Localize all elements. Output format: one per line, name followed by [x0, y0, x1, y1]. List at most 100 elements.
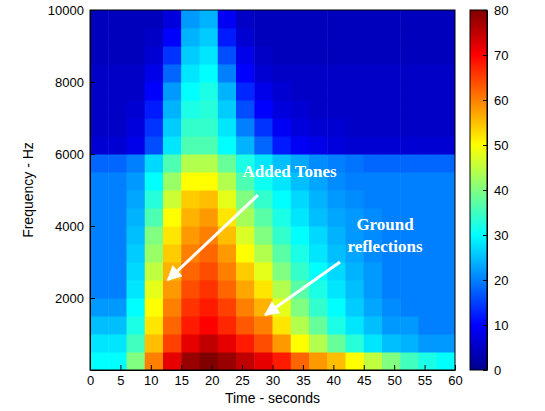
cell: [127, 28, 146, 47]
colorbar-tick-label: 70: [494, 48, 508, 63]
cell: [327, 298, 346, 317]
cell: [273, 46, 292, 65]
cell: [127, 280, 146, 299]
cell: [291, 334, 310, 353]
cell: [181, 352, 200, 370]
cell: [346, 172, 365, 191]
cell: [437, 226, 455, 245]
cell: [346, 280, 365, 299]
cell: [291, 46, 310, 65]
cell: [437, 280, 455, 299]
cell: [90, 208, 109, 227]
cell: [419, 118, 438, 137]
cell: [382, 100, 401, 119]
cell: [273, 316, 292, 335]
colorbar: [470, 10, 487, 370]
x-tick-mark: [455, 365, 456, 370]
x-tick: 50: [387, 365, 401, 388]
cell: [218, 190, 237, 209]
cell: [127, 172, 146, 191]
y-tick-mark: [90, 226, 95, 227]
cell: [400, 154, 419, 173]
cell: [364, 64, 383, 83]
cell: [108, 46, 127, 65]
cell: [90, 10, 109, 29]
cell: [218, 244, 237, 263]
cell: [419, 28, 438, 47]
cell: [90, 298, 109, 317]
x-tick-label: 25: [235, 373, 249, 388]
cell: [181, 154, 200, 173]
cell: [309, 334, 328, 353]
cell: [437, 118, 455, 137]
cell: [364, 10, 383, 29]
cell: [163, 298, 182, 317]
cell: [309, 46, 328, 65]
cell: [382, 154, 401, 173]
cell: [309, 28, 328, 47]
colorbar-tick: 50: [483, 138, 508, 153]
x-tick-mark: [120, 365, 121, 370]
colorbar-tick-label: 50: [494, 138, 508, 153]
cell: [200, 262, 219, 281]
cell: [382, 262, 401, 281]
cell: [400, 298, 419, 317]
x-tick-label: 45: [357, 373, 371, 388]
colorbar-tick-mark: [483, 370, 487, 371]
x-tick-mark: [333, 365, 334, 370]
cell: [200, 136, 219, 155]
cell: [108, 136, 127, 155]
cell: [346, 46, 365, 65]
cell: [236, 280, 255, 299]
cell: [108, 262, 127, 281]
colorbar-tick-label: 20: [494, 273, 508, 288]
cell: [400, 10, 419, 29]
cell: [382, 10, 401, 29]
cell: [364, 190, 383, 209]
cell: [254, 262, 273, 281]
cell: [309, 190, 328, 209]
cell: [437, 208, 455, 227]
cell: [419, 280, 438, 299]
cell: [346, 262, 365, 281]
y-axis-line: [90, 11, 91, 371]
cell: [327, 334, 346, 353]
cell: [273, 190, 292, 209]
cell: [382, 46, 401, 65]
cell: [163, 28, 182, 47]
cell: [419, 262, 438, 281]
cell: [181, 28, 200, 47]
cell: [309, 244, 328, 263]
cell: [108, 10, 127, 29]
cell: [145, 334, 164, 353]
cell: [200, 280, 219, 299]
cell: [236, 316, 255, 335]
cell: [145, 226, 164, 245]
cell: [419, 82, 438, 101]
cell: [90, 46, 109, 65]
cell: [200, 82, 219, 101]
x-tick: 10: [144, 365, 158, 388]
cell: [218, 262, 237, 281]
y-tick: 8000: [55, 75, 95, 90]
x-tick-mark: [394, 365, 395, 370]
cell: [236, 226, 255, 245]
cell: [327, 10, 346, 29]
cell: [327, 118, 346, 137]
cell: [327, 280, 346, 299]
cell: [108, 208, 127, 227]
cell: [382, 316, 401, 335]
annotations: Added TonesGroundreflections: [168, 162, 423, 315]
x-tick: 25: [235, 365, 249, 388]
cell: [419, 172, 438, 191]
cell: [181, 136, 200, 155]
cell: [181, 298, 200, 317]
y-tick: 2000: [55, 291, 95, 306]
cell: [291, 244, 310, 263]
cell: [145, 244, 164, 263]
cell: [400, 46, 419, 65]
cell: [419, 64, 438, 83]
cell: [309, 100, 328, 119]
cell: [382, 280, 401, 299]
cell: [254, 226, 273, 245]
